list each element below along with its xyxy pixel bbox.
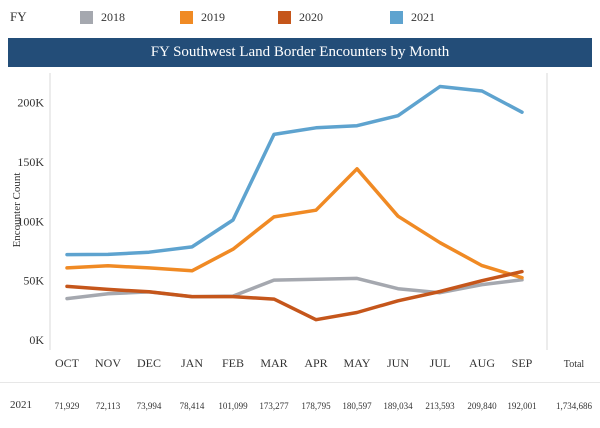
table-cell: 213,593 — [425, 401, 455, 411]
series-line-2021 — [65, 84, 524, 257]
legend-label-2019: 2019 — [201, 9, 225, 24]
y-axis-title: Encounter Count — [11, 173, 23, 248]
line-chart: Encounter Count 0K 50K 100K 150K 200K OCT NOV DE… — [0, 73, 600, 383]
table-cell: 189,034 — [383, 401, 413, 411]
table-cell-total: 1,734,686 — [556, 401, 592, 411]
legend-label-2021: 2021 — [411, 9, 435, 24]
x-tick-label: JAN — [181, 356, 203, 370]
y-tick-label: 50K — [23, 274, 44, 288]
table-cell: 72,113 — [95, 401, 121, 411]
x-tick-label: NOV — [95, 356, 121, 370]
table-cell: 192,001 — [507, 401, 537, 411]
table-cell: 209,840 — [467, 401, 497, 411]
table-cell: 178,795 — [301, 401, 331, 411]
table-cell: 173,277 — [259, 401, 289, 411]
legend-item-2020[interactable]: 2020 — [278, 9, 323, 25]
legend-item-2021[interactable]: 2021 — [390, 9, 435, 25]
totals-row-label: 2021 — [10, 399, 32, 411]
legend-fy-label: FY — [10, 9, 27, 24]
legend-swatch-2021 — [390, 10, 403, 24]
series-line-2019 — [65, 167, 524, 280]
x-tick-label: JUN — [387, 356, 409, 370]
y-tick-label: 0K — [29, 333, 44, 347]
table-cell: 180,597 — [342, 401, 372, 411]
x-tick-label: APR — [304, 356, 327, 370]
table-cell: 78,414 — [179, 401, 205, 411]
legend: FY 2018 2019 2020 2021 — [0, 0, 600, 34]
legend-label-2020: 2020 — [299, 9, 323, 24]
legend-swatch-2019 — [180, 10, 193, 24]
x-tick-label: FEB — [222, 356, 244, 370]
x-tick-label: MAY — [344, 356, 371, 370]
legend-item-2018[interactable]: 2018 — [80, 9, 125, 25]
x-tick-label: OCT — [55, 356, 80, 370]
x-tick-label: AUG — [469, 356, 495, 370]
series-line-2020 — [65, 269, 524, 322]
legend-label-2018: 2018 — [101, 9, 125, 24]
legend-swatch-2020 — [278, 10, 291, 24]
legend-item-2019[interactable]: 2019 — [180, 9, 225, 25]
x-tick-label-total: Total — [564, 359, 585, 370]
x-tick-label: MAR — [260, 356, 287, 370]
y-tick-label: 150K — [17, 155, 44, 169]
chart-title: FY Southwest Land Border Encounters by M… — [8, 38, 592, 67]
y-tick-label: 100K — [17, 214, 44, 228]
x-tick-label: JUL — [430, 356, 451, 370]
table-cell: 73,994 — [136, 401, 162, 411]
x-tick-label: DEC — [137, 356, 161, 370]
table-cell: 71,929 — [54, 401, 80, 411]
y-tick-label: 200K — [17, 96, 44, 110]
x-tick-label: SEP — [512, 356, 533, 370]
legend-swatch-2018 — [80, 10, 93, 24]
totals-table: 2021 71,929 72,113 73,994 78,414 101,099 173,… — [0, 383, 600, 428]
table-cell: 101,099 — [218, 401, 248, 411]
